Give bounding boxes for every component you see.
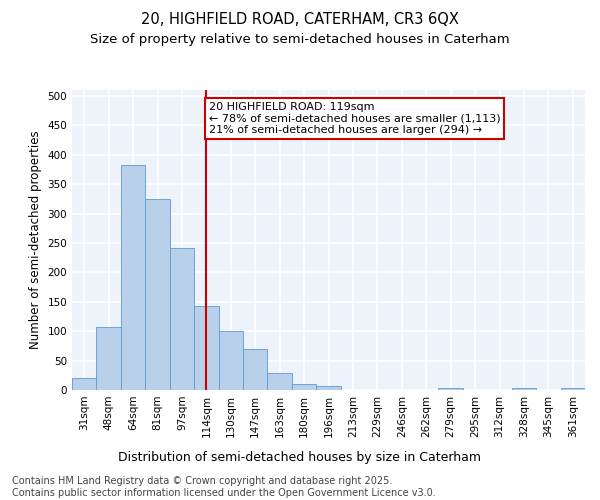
Text: Size of property relative to semi-detached houses in Caterham: Size of property relative to semi-detach… (90, 32, 510, 46)
Bar (560, 388, 585, 390)
Bar (72, 378, 97, 390)
Text: Contains HM Land Registry data © Crown copyright and database right 2025.
Contai: Contains HM Land Registry data © Crown c… (12, 476, 436, 498)
Bar (512, 388, 536, 390)
Bar (292, 384, 316, 390)
Bar (243, 350, 268, 390)
Bar (218, 330, 243, 390)
Bar (170, 248, 194, 390)
Y-axis label: Number of semi-detached properties: Number of semi-detached properties (29, 130, 42, 350)
Bar (97, 327, 121, 390)
Bar (194, 306, 218, 390)
Bar (439, 388, 463, 390)
Text: Distribution of semi-detached houses by size in Caterham: Distribution of semi-detached houses by … (119, 451, 482, 464)
Text: 20 HIGHFIELD ROAD: 119sqm
← 78% of semi-detached houses are smaller (1,113)
21% : 20 HIGHFIELD ROAD: 119sqm ← 78% of semi-… (209, 102, 500, 135)
Bar (316, 386, 341, 390)
Bar (121, 164, 145, 390)
Text: 20, HIGHFIELD ROAD, CATERHAM, CR3 6QX: 20, HIGHFIELD ROAD, CATERHAM, CR3 6QX (141, 12, 459, 28)
Bar (268, 373, 292, 390)
Bar (145, 199, 170, 390)
